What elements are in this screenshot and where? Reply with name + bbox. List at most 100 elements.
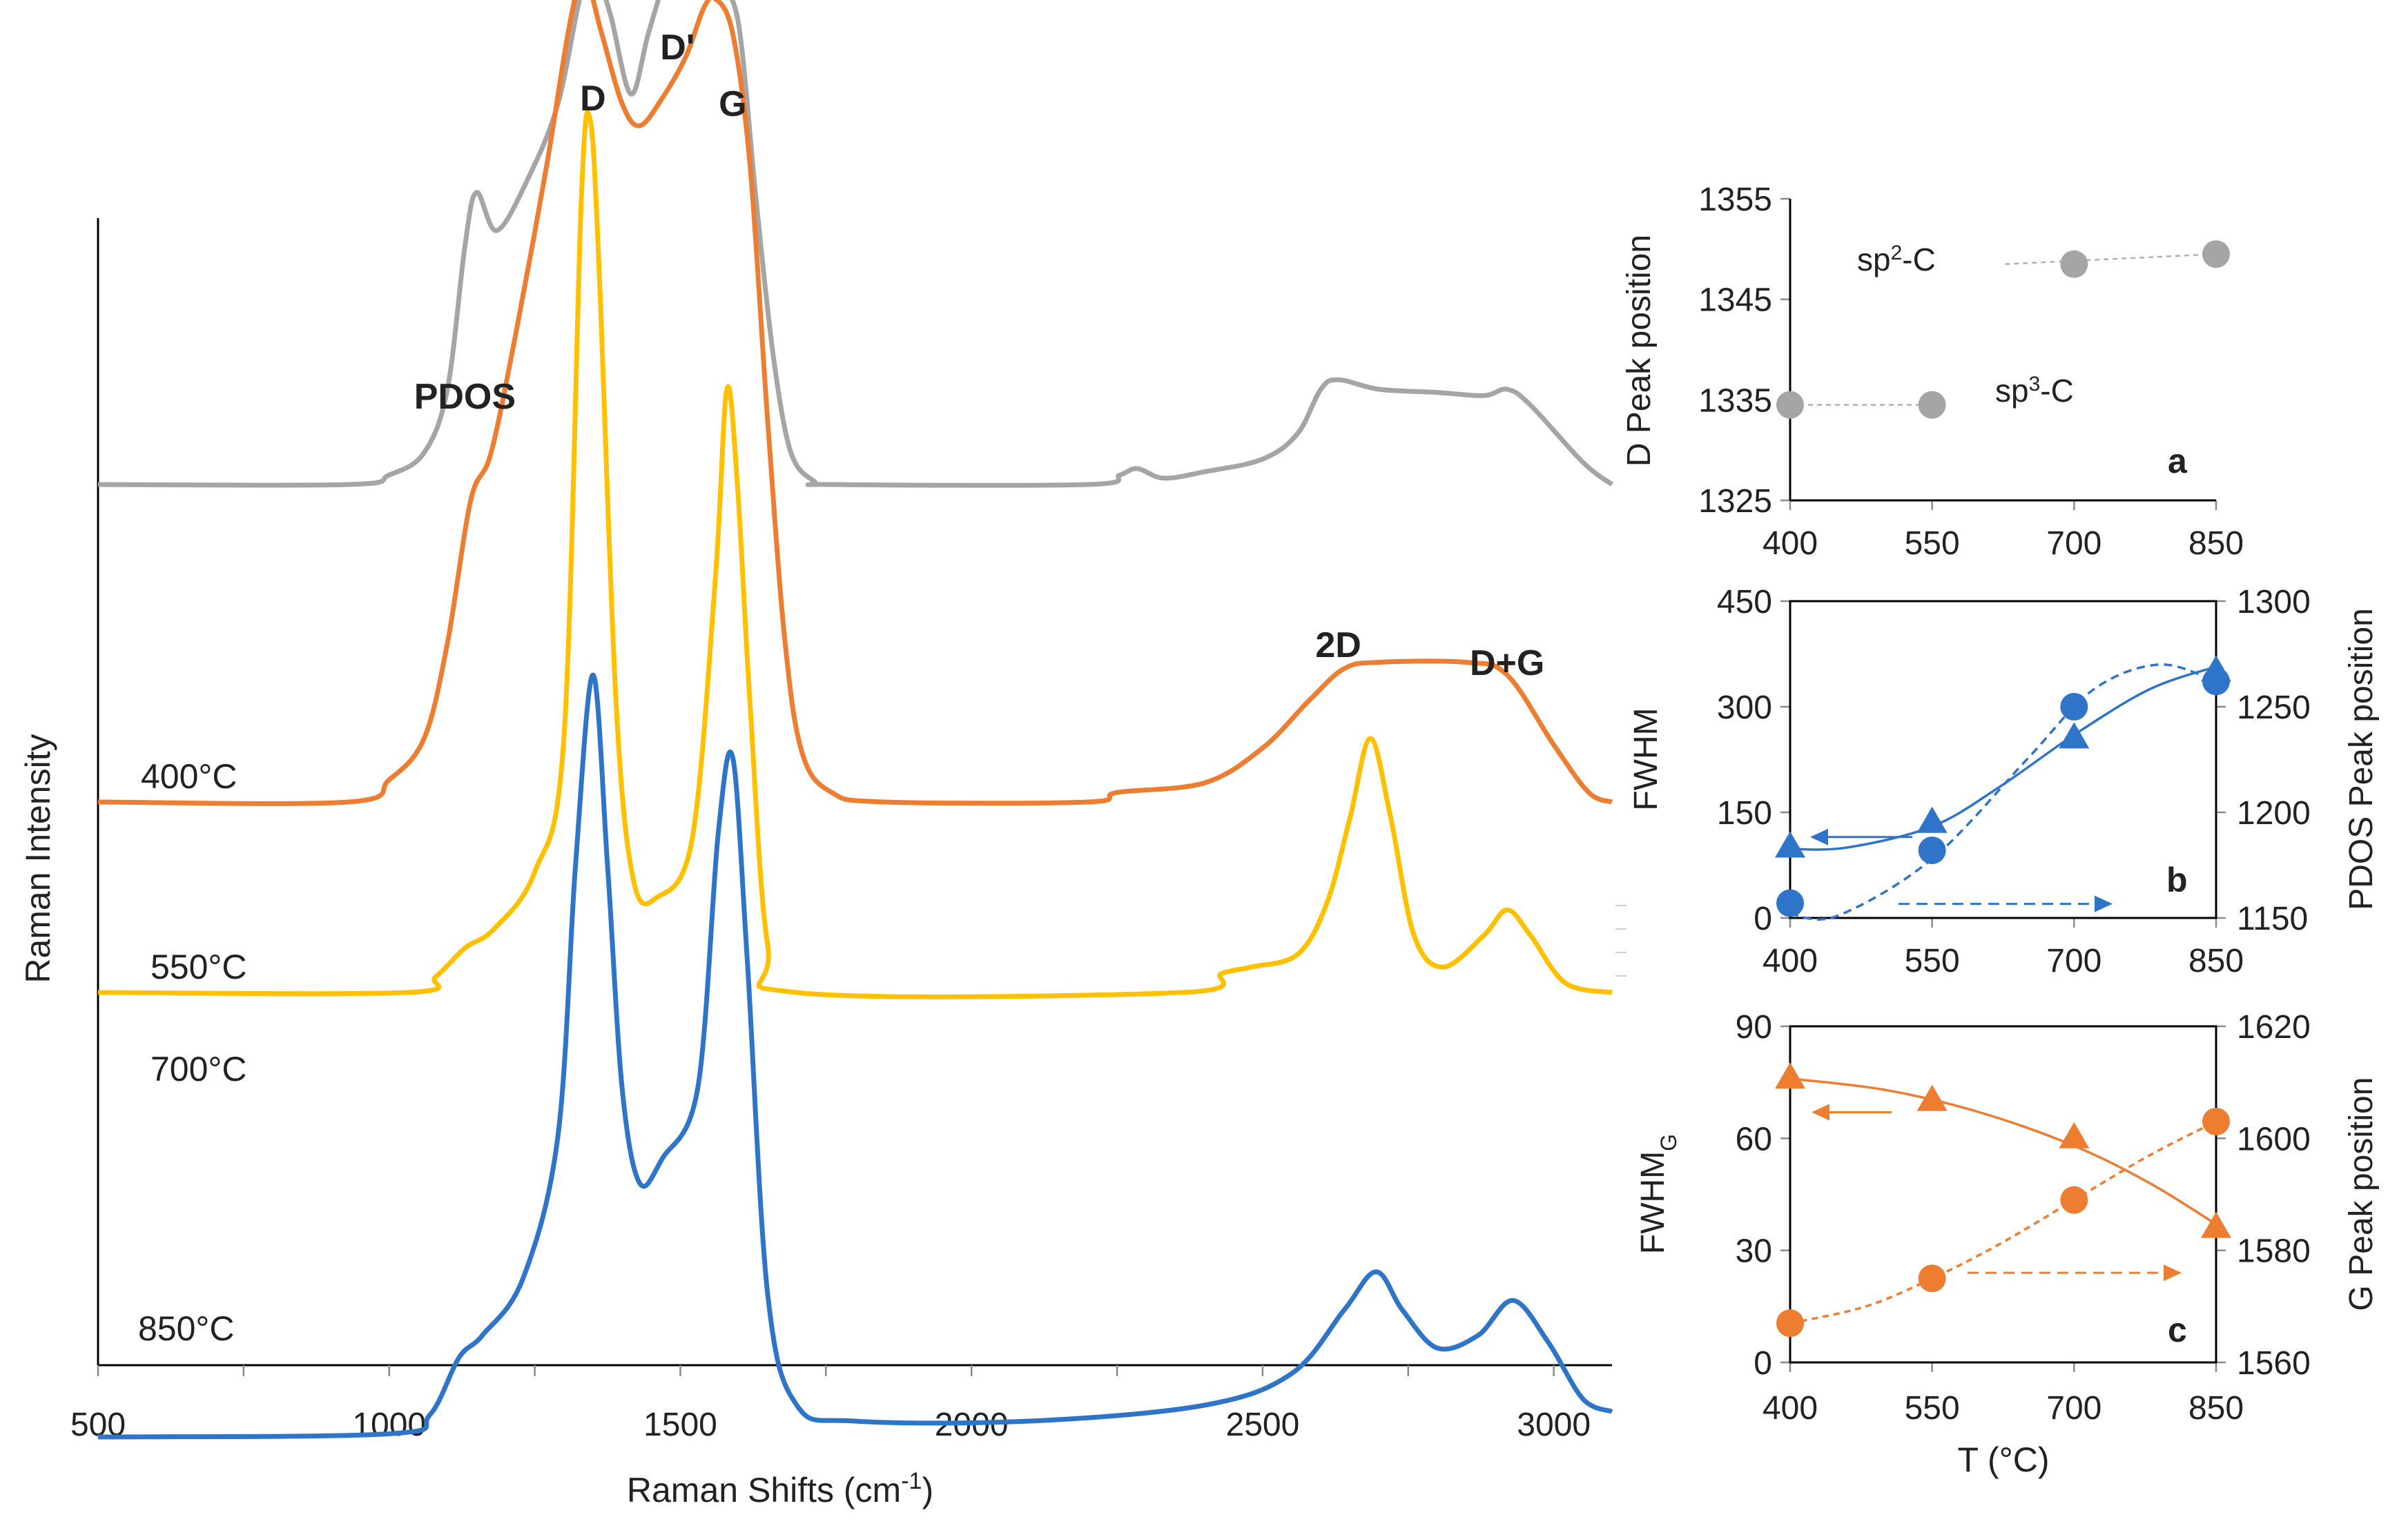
c-fwhm-point bbox=[1916, 1084, 1948, 1111]
c-right-arrow-head bbox=[2164, 1264, 2182, 1282]
panel-c-ticks: 0 30 60 90 1560 1580 1600 1620 400 550 700 850 bbox=[1736, 1009, 2311, 1427]
b-y-tick-label: 300 bbox=[1717, 689, 1772, 726]
b-pdos-point bbox=[1776, 889, 1804, 917]
b-fwhm-trend bbox=[1789, 665, 2217, 851]
raman-x-tick-label: 1500 bbox=[643, 1407, 717, 1443]
panel-a-y-title: D Peak position bbox=[1621, 235, 1658, 467]
b-y-tick-label: 450 bbox=[1717, 584, 1772, 620]
raman-x-tick-label: 2500 bbox=[1226, 1407, 1300, 1443]
series-label-550: 550°C bbox=[150, 948, 247, 986]
a-y-tick-label: 1345 bbox=[1698, 282, 1772, 319]
c-gpos-point bbox=[1918, 1264, 1946, 1293]
b-y-tick-label: 150 bbox=[1717, 795, 1772, 832]
b-x-tick-label: 700 bbox=[2046, 943, 2101, 979]
panel-c: 0 30 60 90 1560 1580 1600 1620 400 550 700 850 c FW… bbox=[1635, 1009, 2380, 1479]
a-x-tick-label: 400 bbox=[1763, 525, 1818, 562]
b-y2-tick-label: 1200 bbox=[2237, 795, 2311, 832]
panel-b-y2-title: PDOS Peak position bbox=[2343, 608, 2380, 910]
c-y-tick-label: 60 bbox=[1736, 1121, 1772, 1157]
c-y-tick-label: 90 bbox=[1736, 1009, 1772, 1046]
raman-x-ticks: 500 1000 1500 2000 2500 3000 bbox=[70, 905, 1627, 1443]
c-y-tick-label: 30 bbox=[1736, 1233, 1772, 1270]
panel-b-frame bbox=[1789, 600, 2217, 919]
c-y-tick-label: 0 bbox=[1754, 1345, 1772, 1382]
b-pdos-point bbox=[1918, 837, 1946, 865]
b-left-arrow-head bbox=[1810, 828, 1828, 845]
series-label-850: 850°C bbox=[138, 1309, 235, 1348]
b-fwhm-point bbox=[2201, 655, 2231, 682]
c-fwhm-point bbox=[2201, 1211, 2231, 1238]
panel-a-annot-sp3: sp3-C bbox=[1995, 373, 2074, 409]
c-x-tick-label: 850 bbox=[2188, 1390, 2244, 1427]
c-gpos-point bbox=[2060, 1186, 2088, 1214]
a-x-tick-label: 850 bbox=[2188, 525, 2244, 562]
c-fwhm-trend bbox=[1789, 1077, 2217, 1226]
c-left-arrow-head bbox=[1812, 1104, 1829, 1121]
c-fwhm-point bbox=[2059, 1122, 2090, 1148]
b-y2-tick-label: 1150 bbox=[2237, 901, 2308, 937]
b-right-arrow-head bbox=[2095, 895, 2113, 912]
panel-b-ticks: 0 150 300 450 1150 1200 1250 1300 400 550 700 850 bbox=[1717, 584, 2311, 979]
a-y-tick-label: 1355 bbox=[1698, 182, 1772, 218]
panel-c-series bbox=[1775, 1062, 2231, 1338]
panel-a: 1325 1335 1345 1355 400 550 700 850 sp2-C sp3-C… bbox=[1621, 182, 2244, 562]
peak-label: D bbox=[580, 79, 606, 119]
b-fwhm-point bbox=[1916, 806, 1948, 833]
c-y2-tick-label: 1600 bbox=[2237, 1121, 2311, 1157]
panel-c-y2-title: G Peak position bbox=[2343, 1077, 2380, 1311]
panel-a-ticks: 1325 1335 1345 1355 400 550 700 850 bbox=[1698, 182, 2244, 562]
raman-curve-550C bbox=[97, 0, 1613, 806]
series-label-400: 400°C bbox=[141, 757, 237, 796]
c-x-tick-label: 700 bbox=[2046, 1390, 2101, 1427]
c-x-tick-label: 400 bbox=[1763, 1390, 1818, 1427]
a-point bbox=[2060, 250, 2088, 278]
b-x-tick-label: 550 bbox=[1905, 943, 1960, 979]
c-gpos-trend bbox=[1789, 1120, 2217, 1324]
a-y-tick-label: 1325 bbox=[1698, 483, 1772, 520]
b-pdos-point bbox=[2060, 693, 2088, 721]
peak-label: D' bbox=[660, 28, 695, 68]
c-fwhm-point bbox=[1775, 1062, 1805, 1089]
raman-y-axis-title: Raman Intensity bbox=[19, 734, 57, 983]
b-y-tick-label: 0 bbox=[1754, 901, 1772, 937]
raman-curve-700C bbox=[97, 110, 1613, 999]
panel-a-series bbox=[1776, 240, 2230, 419]
panel-c-letter: c bbox=[2168, 1311, 2187, 1349]
peak-label: 2D bbox=[1315, 625, 1361, 665]
raman-curve-850C bbox=[97, 672, 1613, 1440]
raman-x-axis-title: Raman Shifts (cm-1) bbox=[627, 1468, 933, 1509]
c-y2-tick-label: 1560 bbox=[2237, 1345, 2311, 1382]
a-point bbox=[2202, 240, 2230, 268]
a-point bbox=[1776, 391, 1804, 419]
a-x-tick-label: 700 bbox=[2046, 525, 2101, 562]
b-y2-tick-label: 1250 bbox=[2237, 689, 2311, 726]
panel-c-frame bbox=[1789, 1025, 2217, 1364]
raman-curves bbox=[97, 0, 1614, 1440]
b-y2-tick-label: 1300 bbox=[2237, 584, 2311, 620]
panel-a-annot-sp2: sp2-C bbox=[1857, 242, 1936, 278]
a-y-tick-label: 1335 bbox=[1698, 382, 1772, 419]
panel-c-y-title: FWHMG bbox=[1635, 1134, 1681, 1254]
raman-x-tick-label: 1000 bbox=[352, 1407, 426, 1443]
b-x-tick-label: 400 bbox=[1763, 943, 1818, 979]
b-pdos-trend bbox=[1789, 663, 2217, 921]
b-fwhm-point bbox=[2059, 722, 2090, 749]
raman-curve-400C bbox=[97, 0, 1614, 488]
peak-label: PDOS bbox=[414, 377, 516, 417]
panel-a-letter: a bbox=[2168, 442, 2188, 480]
c-y2-tick-label: 1580 bbox=[2237, 1233, 2311, 1270]
panel-b-y-title: FWHM bbox=[1628, 707, 1664, 810]
c-y2-tick-label: 1620 bbox=[2237, 1009, 2311, 1046]
raman-x-tick-label: 3000 bbox=[1517, 1407, 1591, 1443]
series-label-700: 700°C bbox=[150, 1050, 247, 1088]
a-point bbox=[1918, 391, 1946, 419]
panel-c-x-title: T (°C) bbox=[1958, 1440, 2050, 1479]
panel-b-letter: b bbox=[2166, 861, 2188, 899]
peak-label: G bbox=[719, 84, 746, 124]
c-gpos-point bbox=[2202, 1107, 2230, 1135]
peak-label: D+G bbox=[1470, 643, 1544, 683]
b-x-tick-label: 850 bbox=[2188, 943, 2244, 979]
panel-b: 0 150 300 450 1150 1200 1250 1300 400 550 700 850 b… bbox=[1628, 584, 2380, 979]
